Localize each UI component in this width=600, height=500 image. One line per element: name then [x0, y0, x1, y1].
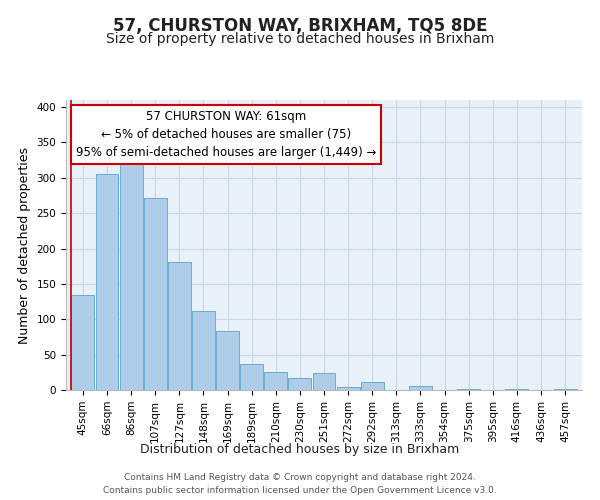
Text: Distribution of detached houses by size in Brixham: Distribution of detached houses by size …: [140, 442, 460, 456]
Bar: [119, 162, 143, 390]
Bar: [554, 388, 577, 390]
Text: Size of property relative to detached houses in Brixham: Size of property relative to detached ho…: [106, 32, 494, 46]
Bar: [337, 387, 359, 390]
Bar: [144, 198, 167, 390]
Bar: [192, 312, 215, 390]
Text: 57 CHURSTON WAY: 61sqm
← 5% of detached houses are smaller (75)
95% of semi-deta: 57 CHURSTON WAY: 61sqm ← 5% of detached …: [76, 110, 376, 159]
Bar: [216, 332, 239, 390]
Text: 57, CHURSTON WAY, BRIXHAM, TQ5 8DE: 57, CHURSTON WAY, BRIXHAM, TQ5 8DE: [113, 18, 487, 36]
Bar: [289, 378, 311, 390]
Bar: [505, 388, 529, 390]
Bar: [71, 294, 94, 390]
Bar: [409, 386, 432, 390]
Bar: [361, 382, 383, 390]
Bar: [168, 262, 191, 390]
Text: Contains HM Land Registry data © Crown copyright and database right 2024.: Contains HM Land Registry data © Crown c…: [124, 472, 476, 482]
Text: Contains public sector information licensed under the Open Government Licence v3: Contains public sector information licen…: [103, 486, 497, 495]
Bar: [240, 364, 263, 390]
Bar: [95, 174, 118, 390]
Y-axis label: Number of detached properties: Number of detached properties: [18, 146, 31, 344]
Bar: [265, 372, 287, 390]
Bar: [313, 373, 335, 390]
